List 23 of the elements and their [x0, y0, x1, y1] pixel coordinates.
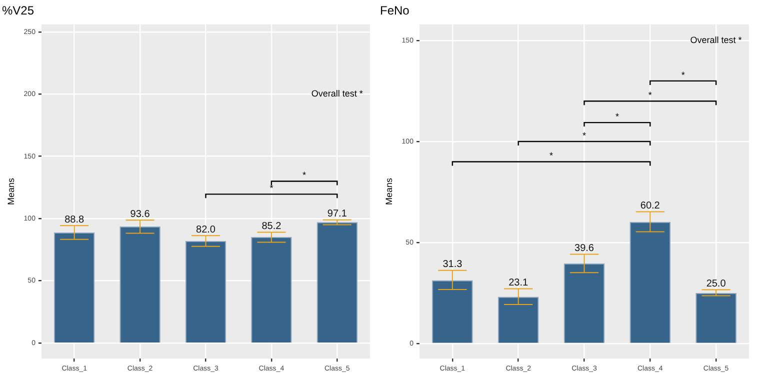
annotation: *	[615, 112, 620, 122]
data-label: 23.1	[508, 277, 528, 288]
annotation: *	[681, 70, 686, 80]
annotation: *	[550, 150, 554, 161]
data-label: 85.2	[262, 221, 282, 232]
data-label: 31.3	[442, 259, 463, 270]
data-label: 82.0	[196, 224, 216, 236]
chart-title: FeNo	[380, 4, 410, 18]
data-label: 25.0	[706, 278, 726, 290]
data-label: 60.2	[640, 200, 660, 212]
data-label: 88.8	[64, 214, 84, 226]
chart-title: %V25	[2, 4, 34, 18]
annotation: *	[302, 170, 307, 180]
annotation: *	[270, 183, 274, 194]
annotation: Overall test *	[311, 88, 364, 99]
y-axis-title: Means	[6, 177, 16, 206]
y-axis-title: Means	[384, 177, 394, 206]
data-label: 39.6	[574, 242, 594, 254]
annotation: *	[648, 90, 652, 100]
data-label: 97.1	[327, 208, 348, 220]
annotation: *	[582, 130, 586, 141]
data-label: 93.6	[130, 208, 150, 220]
annotation: Overall test *	[690, 35, 742, 46]
